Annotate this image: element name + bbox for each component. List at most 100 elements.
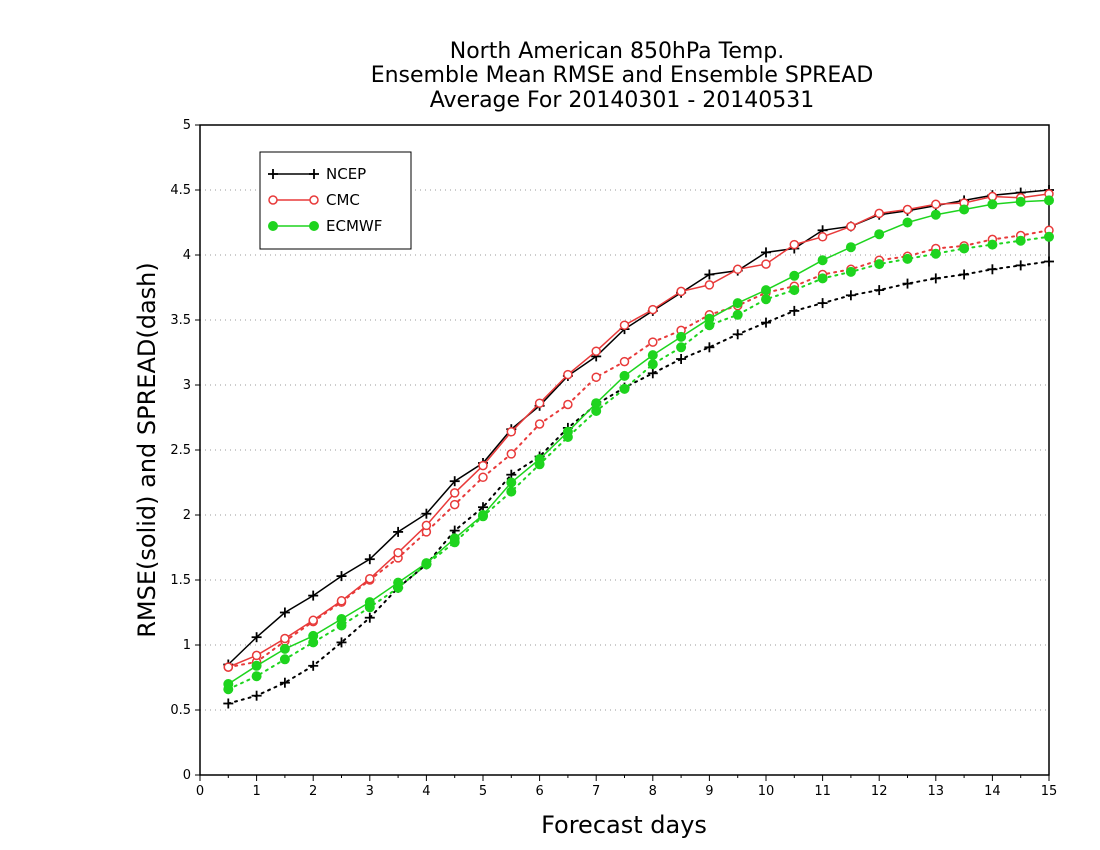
x-tick-label-14: 14 <box>984 784 1001 799</box>
ecmwf-rmse-point-4 <box>336 614 347 624</box>
legend-marker-right-ncep <box>309 169 319 179</box>
x-tick-label-7: 7 <box>592 784 600 799</box>
cmc-rmse-line <box>228 193 1050 668</box>
legend-marker-left-ecmwf <box>268 221 278 231</box>
ncep-spread-point-18 <box>732 329 743 340</box>
x-tick-label-5: 5 <box>479 784 487 799</box>
ecmwf-rmse-point-11 <box>534 454 545 465</box>
legend-label-cmc: CMC <box>326 191 360 209</box>
cmc-rmse-point-22 <box>846 221 856 232</box>
ecmwf-rmse-point-12 <box>562 426 573 437</box>
y-tick-label-8: 4 <box>183 248 191 263</box>
cmc-rmse-point-8 <box>449 488 460 498</box>
ncep-spread-point-3 <box>308 660 319 671</box>
y-tick-label-6: 3 <box>183 378 191 393</box>
ncep-rmse-point-19 <box>761 247 771 258</box>
title-line-2: Ensemble Mean RMSE and Ensemble SPREAD <box>371 63 874 88</box>
ncep-spread-point-26 <box>959 269 970 280</box>
ncep-spread-point-2 <box>279 677 290 688</box>
ecmwf-spread-point-23 <box>874 259 885 270</box>
ecmwf-rmse-point-3 <box>308 630 319 641</box>
ncep-spread-point-0 <box>223 698 234 709</box>
cmc-rmse-point-20 <box>789 239 800 250</box>
cmc-spread-series <box>223 225 1054 672</box>
ecmwf-rmse-line <box>227 199 1050 685</box>
cmc-spread-point-8 <box>449 499 460 510</box>
x-tick-label-6: 6 <box>535 784 543 799</box>
cmc-spread-point-12 <box>563 399 573 410</box>
ecmwf-rmse-point-19 <box>761 285 771 296</box>
cmc-rmse-point-7 <box>421 520 432 531</box>
ecmwf-spread-point-20 <box>789 285 800 296</box>
ncep-rmse-point-2 <box>279 607 290 618</box>
y-tick-label-1: 0.5 <box>170 703 191 718</box>
axis-ticks: 00.511.522.533.544.550 1 2 3 4 5 6 7 8 9 10 11 12 13 1… <box>170 118 1057 799</box>
ecmwf-rmse-point-2 <box>279 643 290 654</box>
ncep-spread-point-5 <box>364 612 375 623</box>
ecmwf-spread-point-18 <box>732 309 743 320</box>
ncep-spread-point-29 <box>1044 256 1054 267</box>
cmc-rmse-point-10 <box>506 427 517 437</box>
ecmwf-rmse-series <box>223 195 1054 689</box>
ecmwf-spread-point-21 <box>817 273 828 284</box>
x-tick-label-8: 8 <box>649 784 657 799</box>
title-line-1: North American 850hPa Temp. <box>450 39 785 64</box>
cmc-spread-point-9 <box>478 472 488 483</box>
ecmwf-spread-point-2 <box>279 654 290 665</box>
ncep-spread-point-21 <box>817 298 828 309</box>
ecmwf-rmse-point-8 <box>449 533 460 544</box>
ncep-spread-point-15 <box>647 368 658 379</box>
ncep-rmse-point-7 <box>421 508 432 519</box>
ncep-spread-line <box>227 260 1050 705</box>
ecmwf-spread-point-29 <box>1044 231 1054 242</box>
ncep-rmse-point-17 <box>704 269 715 280</box>
cmc-rmse-point-5 <box>365 573 375 584</box>
ecmwf-rmse-point-18 <box>732 298 743 309</box>
x-tick-label-10: 10 <box>758 784 775 799</box>
cmc-rmse-point-4 <box>336 596 347 606</box>
cmc-rmse-point-12 <box>563 369 573 380</box>
ecmwf-spread-point-26 <box>959 243 970 254</box>
ecmwf-spread-point-24 <box>902 253 913 264</box>
cmc-spread-point-15 <box>648 337 658 347</box>
ncep-spread-point-4 <box>336 637 347 648</box>
ncep-spread-point-22 <box>845 290 856 301</box>
y-tick-label-2: 1 <box>183 638 191 653</box>
legend-label-ncep: NCEP <box>326 165 366 183</box>
cmc-rmse-point-19 <box>761 259 771 269</box>
ncep-spread-point-27 <box>987 264 998 275</box>
ncep-spread-point-25 <box>930 273 941 284</box>
cmc-spread-point-13 <box>591 372 601 382</box>
cmc-rmse-point-2 <box>280 633 290 644</box>
ecmwf-rmse-point-13 <box>591 398 602 409</box>
x-tick-label-11: 11 <box>814 784 831 799</box>
ncep-spread-point-16 <box>676 354 687 364</box>
cmc-rmse-point-9 <box>478 460 488 471</box>
cmc-rmse-point-21 <box>817 232 828 242</box>
ecmwf-rmse-point-21 <box>817 255 828 266</box>
x-tick-label-15: 15 <box>1041 784 1058 799</box>
y-tick-label-0: 0 <box>183 768 191 783</box>
legend-marker-right-ecmwf <box>309 221 319 231</box>
ecmwf-rmse-point-17 <box>704 313 715 324</box>
x-tick-label-3: 3 <box>366 784 374 799</box>
x-tick-label-12: 12 <box>871 784 888 799</box>
chart-title: North American 850hPa Temp. Ensemble Mea… <box>371 39 874 113</box>
cmc-rmse-point-24 <box>902 204 913 215</box>
cmc-rmse-point-1 <box>251 650 262 661</box>
y-tick-label-9: 4.5 <box>170 183 191 198</box>
legend-marker-left-cmc <box>268 195 278 205</box>
ecmwf-rmse-point-26 <box>959 204 970 215</box>
ecmwf-spread-point-19 <box>761 294 771 305</box>
cmc-rmse-point-3 <box>308 615 318 626</box>
y-tick-label-5: 2.5 <box>170 443 191 458</box>
title-line-3: Average For 20140301 - 20140531 <box>430 88 815 113</box>
ncep-spread-point-17 <box>704 342 715 353</box>
cmc-spread-point-10 <box>506 449 517 459</box>
cmc-rmse-point-16 <box>676 286 686 297</box>
ecmwf-rmse-point-28 <box>1015 196 1026 207</box>
ecmwf-rmse-point-7 <box>421 558 432 569</box>
x-tick-label-0: 0 <box>196 784 204 799</box>
y-tick-label-10: 5 <box>183 118 191 133</box>
legend-entry-ncep: NCEP <box>268 165 366 183</box>
